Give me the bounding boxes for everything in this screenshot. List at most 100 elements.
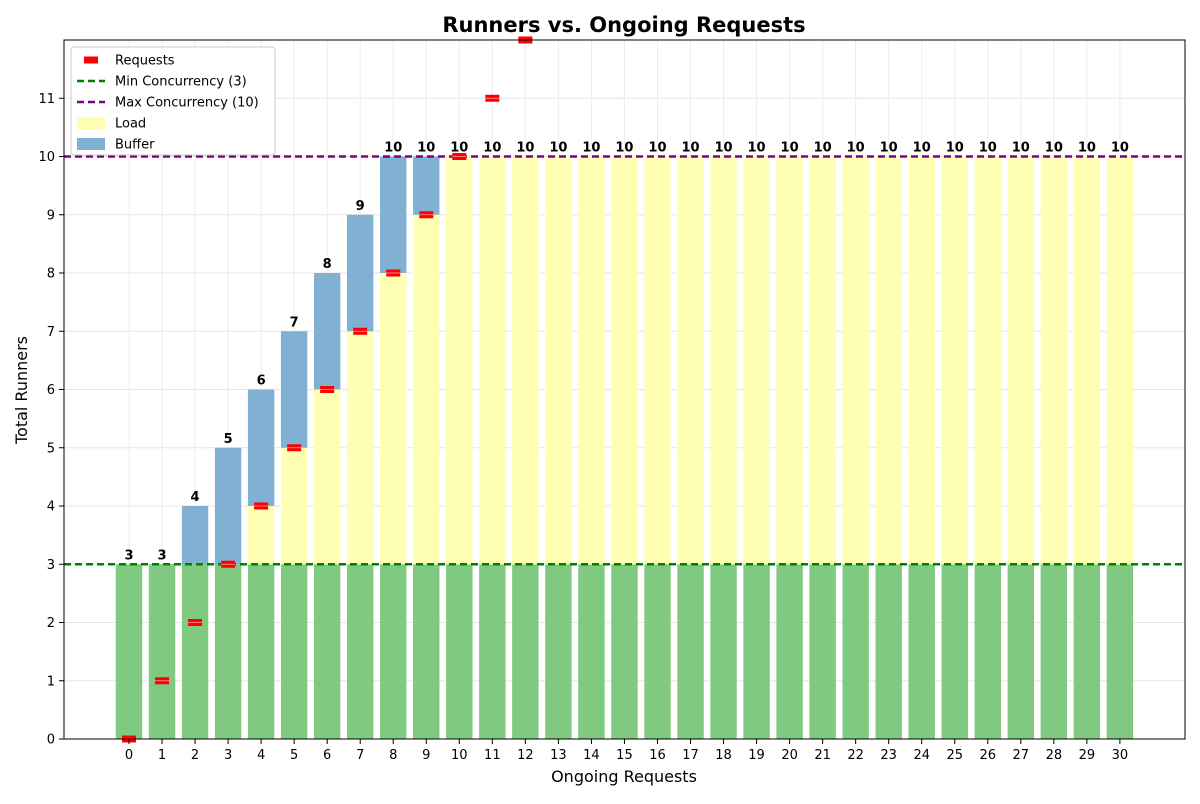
bar-segment-load: [842, 156, 869, 565]
bar-total-label: 10: [1012, 141, 1030, 156]
bar-segment-load: [446, 156, 473, 565]
x-tick-label: 11: [484, 748, 501, 763]
x-tick-label: 9: [422, 748, 430, 763]
bar-total-label: 10: [417, 141, 435, 156]
x-tick-label: 18: [715, 748, 732, 763]
bar-total-label: 7: [290, 315, 299, 330]
bar-total-label: 10: [781, 141, 799, 156]
x-tick-label: 3: [224, 748, 232, 763]
bar-segment-min-runners: [1106, 564, 1134, 739]
y-tick-label: 9: [47, 208, 55, 223]
bar-total-label: 10: [946, 141, 964, 156]
bar-segment-buffer: [181, 506, 209, 565]
legend-swatch-buffer: [77, 138, 105, 150]
bar-total-label: 10: [880, 141, 898, 156]
bar-total-label: 10: [384, 141, 402, 156]
x-tick-label: 7: [356, 748, 364, 763]
bar-segment-min-runners: [842, 564, 869, 739]
legend-label-buffer: Buffer: [115, 138, 155, 153]
bar-total-label: 10: [681, 141, 699, 156]
y-tick-label: 7: [47, 325, 55, 340]
bar-segment-min-runners: [479, 564, 506, 739]
bar-segment-load: [710, 156, 737, 565]
bar-segment-load: [545, 156, 572, 565]
bar-segment-min-runners: [181, 564, 209, 739]
bar-segment-load: [1040, 156, 1068, 565]
x-tick-label: 2: [191, 748, 199, 763]
y-tick-label: 2: [47, 616, 55, 631]
legend-label-max-concurrency-10: Max Concurrency (10): [115, 96, 259, 111]
bar-segment-load: [908, 156, 935, 565]
legend: Requests Min Concurrency (3) Max Concurren…: [70, 46, 276, 156]
y-axis-title: Total Runners: [12, 336, 31, 445]
bar-segment-load: [974, 156, 1001, 565]
bar-segment-load: [347, 331, 374, 565]
legend-label-min-concurrency-3: Min Concurrency (3): [115, 75, 247, 90]
bar-segment-min-runners: [611, 564, 638, 739]
bar-segment-buffer: [380, 156, 407, 273]
x-tick-label: 15: [616, 748, 633, 763]
chart-title: Runners vs. Ongoing Requests: [442, 13, 805, 37]
bar-segment-min-runners: [908, 564, 935, 739]
x-tick-label: 19: [748, 748, 765, 763]
bar-segment-min-runners: [677, 564, 704, 739]
x-tick-label: 24: [913, 748, 930, 763]
y-tick-label: 10: [38, 150, 55, 165]
bar-segment-load: [479, 156, 506, 565]
legend-swatch-load: [77, 117, 105, 129]
bar-total-label: 10: [615, 141, 633, 156]
bar-segment-load: [677, 156, 704, 565]
bar-total-label: 10: [1078, 141, 1096, 156]
bar-segment-min-runners: [313, 564, 341, 739]
bar-segment-min-runners: [247, 564, 275, 739]
bar-segment-load: [1106, 156, 1134, 565]
x-tick-label: 28: [1046, 748, 1063, 763]
x-tick-label: 16: [649, 748, 666, 763]
bar-total-label: 10: [450, 141, 468, 156]
bar-total-label: 3: [124, 548, 133, 563]
bar-segment-buffer: [413, 156, 440, 215]
bar-total-label: 6: [257, 374, 266, 389]
bar-segment-load: [380, 273, 407, 565]
x-axis-title: Ongoing Requests: [551, 767, 697, 786]
bar-total-label: 10: [814, 141, 832, 156]
bar-segment-load: [809, 156, 836, 565]
y-tick-label: 6: [47, 383, 55, 398]
x-tick-label: 27: [1013, 748, 1030, 763]
y-tick-label: 4: [47, 500, 55, 515]
bar-segment-min-runners: [875, 564, 902, 739]
bar-segment-min-runners: [380, 564, 407, 739]
bar-segment-buffer: [313, 273, 341, 390]
bar-segment-load: [1073, 156, 1101, 565]
x-tick-label: 21: [814, 748, 831, 763]
bar-segment-min-runners: [809, 564, 836, 739]
bar-segment-buffer: [247, 389, 275, 506]
bar-segment-load: [611, 156, 638, 565]
x-tick-label: 10: [451, 748, 468, 763]
bar-segment-load: [280, 447, 308, 565]
bar-total-label: 10: [1111, 141, 1129, 156]
x-tick-label: 1: [158, 748, 166, 763]
x-tick-label: 22: [847, 748, 864, 763]
x-tick-label: 12: [517, 748, 534, 763]
x-tick-label: 29: [1079, 748, 1096, 763]
bar-segment-min-runners: [214, 564, 242, 739]
legend-label-requests: Requests: [115, 54, 175, 69]
legend-box: [70, 46, 276, 156]
x-tick-label: 13: [550, 748, 567, 763]
bar-segment-load: [247, 506, 275, 565]
y-tick-label: 3: [47, 558, 55, 573]
bar-segment-buffer: [280, 331, 308, 448]
bar-segment-load: [578, 156, 605, 565]
x-tick-label: 17: [682, 748, 699, 763]
bar-total-label: 5: [224, 432, 233, 447]
bar-total-label: 10: [714, 141, 732, 156]
bar-total-label: 10: [549, 141, 567, 156]
bar-segment-min-runners: [512, 564, 539, 739]
bar-segment-min-runners: [545, 564, 572, 739]
bar-segment-min-runners: [115, 564, 143, 739]
bar-total-label: 10: [913, 141, 931, 156]
bar-segment-load: [776, 156, 803, 565]
